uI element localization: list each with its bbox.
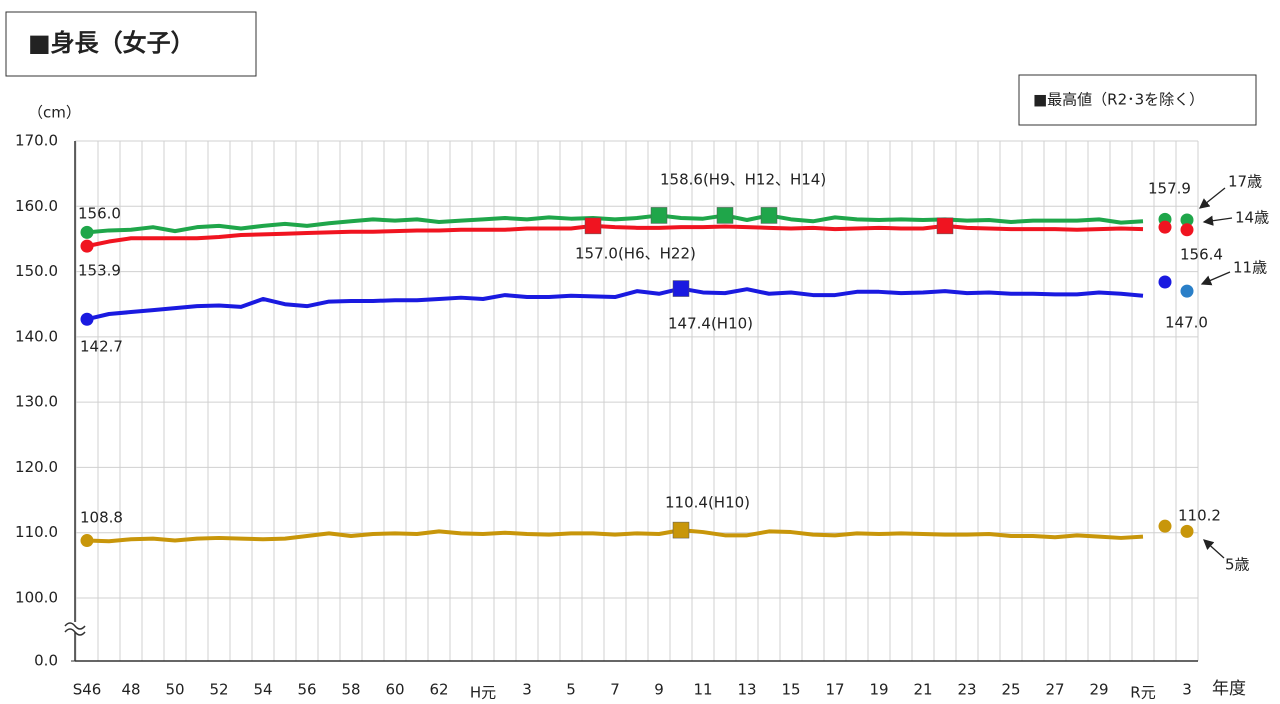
x-tick-label: 54 xyxy=(253,681,272,699)
x-tick-label: 11 xyxy=(693,681,712,699)
max-marker xyxy=(672,521,690,539)
point xyxy=(1180,223,1194,237)
x-tick-label: 48 xyxy=(121,681,140,699)
chart-title: ■身長（女子） xyxy=(28,29,195,57)
x-tick-label: 23 xyxy=(957,681,976,699)
start-point xyxy=(80,225,94,239)
y-tick-label: 100.0 xyxy=(15,589,58,607)
end-label: 147.0 xyxy=(1165,314,1208,332)
pointer-arrow xyxy=(1202,215,1233,226)
y-tick-label: 120.0 xyxy=(15,458,58,476)
pointer-arrow xyxy=(1198,187,1226,209)
x-tick-label: 5 xyxy=(566,681,576,699)
axis-break xyxy=(64,622,86,636)
x-tick-label: 3 xyxy=(522,681,532,699)
y-tick-label: 110.0 xyxy=(15,523,58,541)
plot xyxy=(80,207,1194,548)
x-axis-label: 年度 xyxy=(1212,679,1246,699)
start-point xyxy=(80,312,94,326)
max-marker xyxy=(584,217,602,235)
y-tick-label: 170.0 xyxy=(15,132,58,150)
x-tick-label: 25 xyxy=(1001,681,1020,699)
y-unit: （cm） xyxy=(28,104,81,122)
legend-box xyxy=(1018,74,1257,126)
start-label: 153.9 xyxy=(78,262,121,280)
point xyxy=(1158,519,1172,533)
title-box xyxy=(5,11,257,77)
x-tick-label: 29 xyxy=(1089,681,1108,699)
max-marker xyxy=(716,207,734,224)
x-tick-label: 27 xyxy=(1045,681,1064,699)
x-tick-label: 19 xyxy=(869,681,888,699)
x-tick-label: 21 xyxy=(913,681,932,699)
series-line xyxy=(86,528,1144,544)
x-tick-label: R元 xyxy=(1130,684,1155,701)
start-point xyxy=(80,239,94,253)
x-tick-label: 50 xyxy=(165,681,184,699)
point xyxy=(1180,213,1194,227)
x-tick-label: 3 xyxy=(1182,681,1192,699)
y-tick-label: 150.0 xyxy=(15,262,58,280)
start-label: 142.7 xyxy=(80,338,123,356)
x-tick-label: H元 xyxy=(470,684,496,701)
pointer-arrow xyxy=(1203,539,1225,559)
y-tick-label: 160.0 xyxy=(15,197,58,215)
max-marker xyxy=(672,280,690,297)
x-tick-label: 13 xyxy=(737,681,756,699)
point xyxy=(1180,284,1194,298)
start-label: 156.0 xyxy=(78,205,121,223)
max-label: 157.0(H6、H22) xyxy=(575,245,696,263)
series-name: 17歳 xyxy=(1228,173,1262,191)
x-tick-label: 56 xyxy=(297,681,316,699)
series-line xyxy=(86,213,1144,235)
y-tick-label: 130.0 xyxy=(15,393,58,411)
start-point xyxy=(80,534,94,548)
x-tick-label: 7 xyxy=(610,681,620,699)
max-label: 110.4(H10) xyxy=(665,494,750,512)
y-tick-label: 0.0 xyxy=(34,652,58,670)
series-name: 11歳 xyxy=(1233,259,1267,277)
legend-note: ■最高値（R2･3を除く） xyxy=(1033,91,1204,109)
point xyxy=(1158,220,1172,234)
series-line xyxy=(86,223,1144,249)
x-tick-label: 52 xyxy=(209,681,228,699)
x-tick-label: 62 xyxy=(429,681,448,699)
x-tick-label: S46 xyxy=(73,681,102,699)
max-marker xyxy=(936,217,954,235)
point xyxy=(1158,275,1172,289)
max-label: 158.6(H9、H12、H14) xyxy=(660,171,826,189)
end-label: 110.2 xyxy=(1178,507,1221,525)
series-name: 14歳 xyxy=(1235,209,1269,227)
x-tick-label: 58 xyxy=(341,681,360,699)
start-label: 108.8 xyxy=(80,509,123,527)
x-tick-label: 17 xyxy=(825,681,844,699)
y-tick-label: 140.0 xyxy=(15,327,58,345)
end-label: 157.9 xyxy=(1148,180,1191,198)
max-marker xyxy=(760,207,778,224)
x-tick-label: 9 xyxy=(654,681,664,699)
max-label: 147.4(H10) xyxy=(668,315,753,333)
series-line xyxy=(86,286,1144,322)
end-label: 156.4 xyxy=(1180,246,1223,264)
series-name: 5歳 xyxy=(1225,556,1250,574)
x-tick-label: 15 xyxy=(781,681,800,699)
point xyxy=(1180,524,1194,538)
pointer-arrow xyxy=(1200,271,1231,286)
max-marker xyxy=(650,207,668,224)
x-tick-label: 60 xyxy=(385,681,404,699)
